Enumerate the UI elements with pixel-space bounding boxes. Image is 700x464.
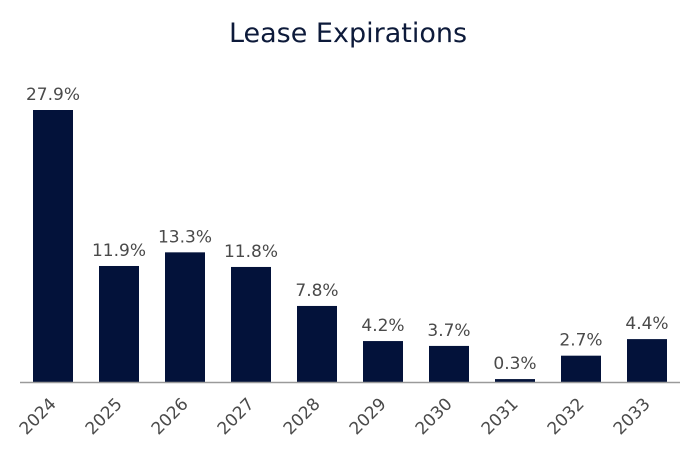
value-label-2025: 11.9% [92,241,146,261]
value-label-2024: 27.9% [26,85,80,105]
value-label-2028: 7.8% [295,281,338,301]
bar-2031 [495,379,535,382]
value-label-2027: 11.8% [224,242,278,262]
bar-2026 [165,252,205,382]
bar-2032 [561,355,601,382]
x-tick-label-2026: 2026 [148,394,193,439]
bar-2030 [429,345,469,382]
value-label-2030: 3.7% [427,321,470,341]
bar-2025 [99,265,139,382]
bar-2033 [627,339,667,382]
x-tick-label-2030: 2030 [412,394,457,439]
x-tick-label-2029: 2029 [346,394,391,439]
value-label-2026: 13.3% [158,227,212,247]
value-label-2033: 4.4% [625,314,668,334]
x-tick-label-2025: 2025 [82,394,127,439]
value-label-2032: 2.7% [559,331,602,351]
x-tick-label-2032: 2032 [544,394,589,439]
bars-layer [33,110,667,382]
x-tick-label-2027: 2027 [214,394,259,439]
x-tick-label-2033: 2033 [610,394,655,439]
bar-2029 [363,341,403,382]
x-tick-label-2031: 2031 [478,394,523,439]
chart-title: Lease Expirations [229,18,467,49]
bar-2028 [297,305,337,382]
value-labels-layer: 27.9% 11.9% 13.3% 11.8% 7.8% 4.2% 3.7% 0.3% 2.7%… [26,85,669,374]
x-tick-label-2028: 2028 [280,394,325,439]
value-label-2029: 4.2% [361,316,404,336]
x-tick-labels-layer: 2024 2025 2026 2027 2028 2029 2030 2031 2032 2033 [16,394,655,439]
bar-2027 [231,266,271,382]
bar-2024 [33,110,73,382]
x-tick-label-2024: 2024 [16,394,61,439]
value-label-2031: 0.3% [493,354,536,374]
